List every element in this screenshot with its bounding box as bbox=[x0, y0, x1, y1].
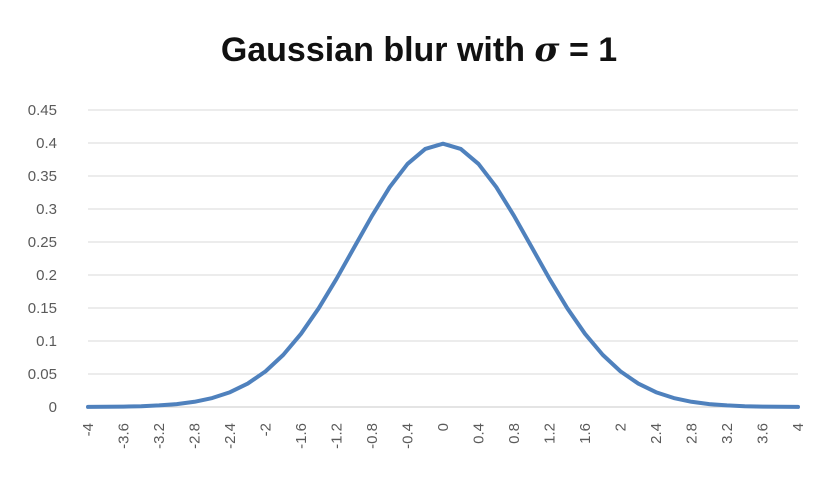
x-tick-label: -3.6 bbox=[116, 423, 133, 449]
series-line-0 bbox=[86, 141, 800, 409]
x-tick-label: -0.4 bbox=[400, 423, 417, 449]
x-tick-label: 0.4 bbox=[471, 423, 488, 444]
y-tick-label: 0.45 bbox=[28, 102, 57, 119]
series-layer bbox=[86, 141, 800, 409]
x-tick-label: 0 bbox=[435, 423, 452, 431]
y-tick-label: 0.35 bbox=[28, 168, 57, 185]
x-tick-label: 0.8 bbox=[506, 423, 523, 444]
y-tick-label: 0.1 bbox=[36, 333, 57, 350]
y-axis-tick-labels: 0 0.05 0.1 0.15 0.2 0.25 0.3 0.35 0.4 0.45 bbox=[28, 102, 57, 416]
y-tick-label: 0.4 bbox=[36, 135, 57, 152]
x-tick-label: -2 bbox=[258, 423, 275, 436]
chart-title: Gaussian blur with σ = 1 bbox=[0, 30, 838, 70]
chart-title-suffix: = 1 bbox=[559, 31, 618, 69]
x-tick-label: 2 bbox=[613, 423, 630, 431]
grid-lines bbox=[88, 109, 798, 408]
x-tick-label: 3.2 bbox=[719, 423, 736, 444]
x-tick-label: -2.4 bbox=[222, 423, 239, 449]
x-tick-label: -1.2 bbox=[329, 423, 346, 449]
x-tick-label: 1.2 bbox=[542, 423, 559, 444]
x-axis-tick-labels: -4 -3.6 -3.2 -2.8 -2.4 -2 -1.6 -1.2 -0.8 -0.4 0 0.4… bbox=[80, 423, 807, 449]
x-tick-label: 3.6 bbox=[755, 423, 772, 444]
x-tick-label: -3.2 bbox=[151, 423, 168, 449]
x-tick-label: 2.8 bbox=[684, 423, 701, 444]
x-tick-label: -2.8 bbox=[187, 423, 204, 449]
chart-title-sigma: σ bbox=[534, 30, 560, 70]
x-tick-label: -4 bbox=[80, 423, 97, 436]
x-tick-label: 4 bbox=[790, 423, 807, 431]
x-tick-label: 2.4 bbox=[648, 423, 665, 444]
x-tick-label: -0.8 bbox=[364, 423, 381, 449]
y-tick-label: 0.05 bbox=[28, 366, 57, 383]
y-tick-label: 0.2 bbox=[36, 267, 57, 284]
y-tick-label: 0.25 bbox=[28, 234, 57, 251]
x-tick-label: 1.6 bbox=[577, 423, 594, 444]
chart-title-prefix: Gaussian blur with bbox=[220, 31, 535, 69]
x-tick-label: -1.6 bbox=[293, 423, 310, 449]
y-tick-label: 0.15 bbox=[28, 300, 57, 317]
y-tick-label: 0.3 bbox=[36, 201, 57, 218]
y-tick-label: 0 bbox=[49, 399, 57, 416]
